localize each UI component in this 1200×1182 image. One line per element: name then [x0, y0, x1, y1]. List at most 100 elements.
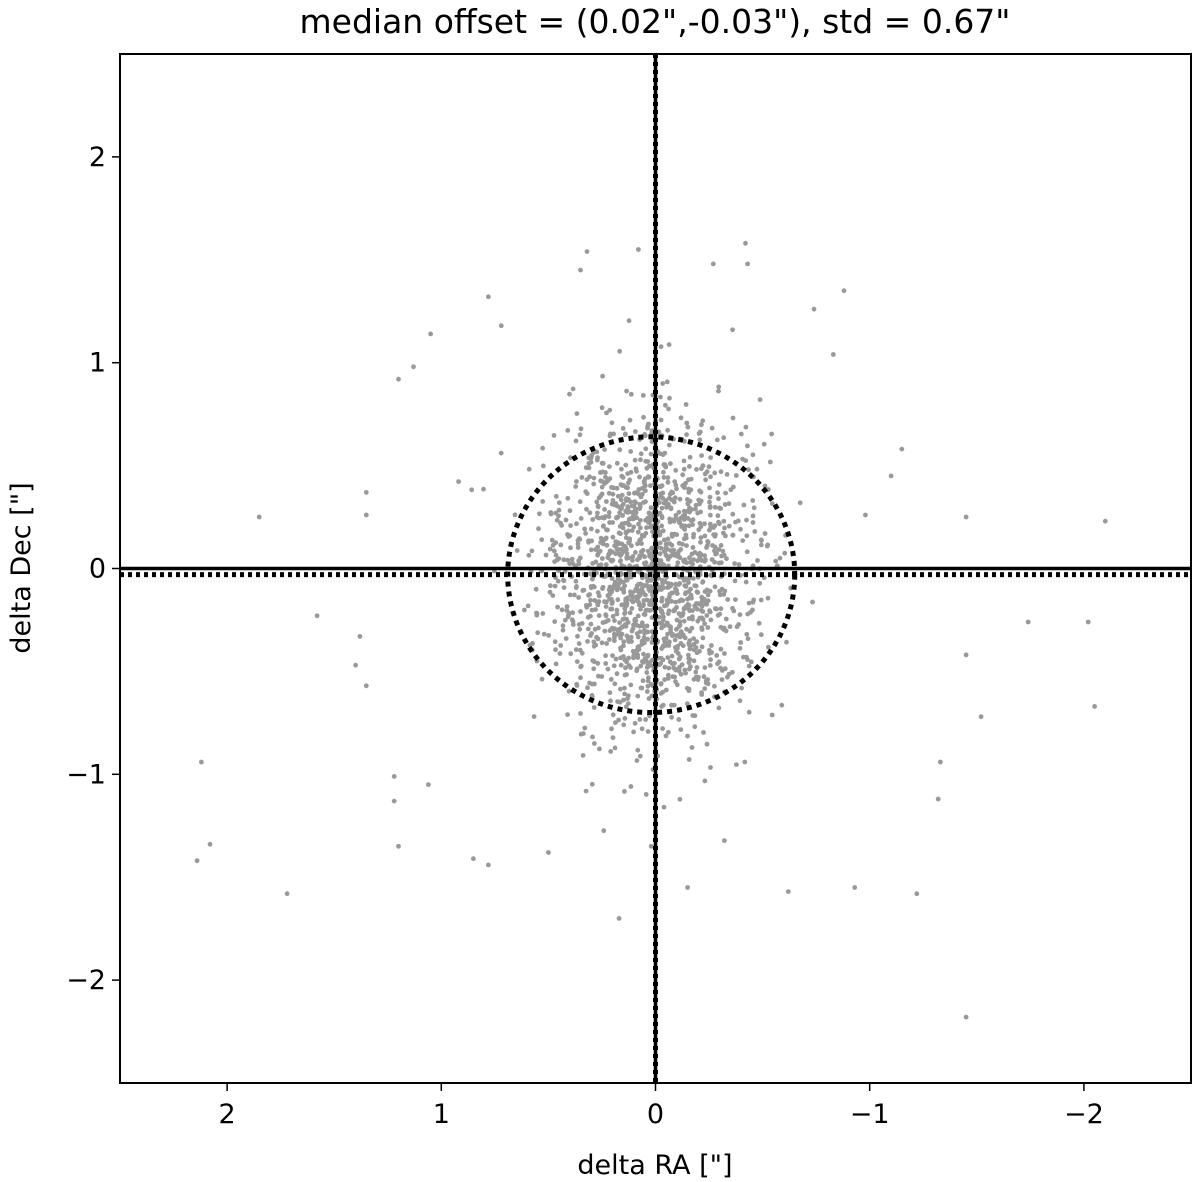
data-point [633, 429, 638, 434]
data-point [702, 778, 708, 784]
data-point [691, 531, 697, 537]
data-point [620, 426, 626, 431]
data-point [623, 462, 629, 468]
data-point [666, 729, 671, 735]
data-point [613, 656, 619, 662]
data-point [698, 535, 704, 540]
data-point [643, 792, 649, 797]
data-point [635, 655, 641, 660]
data-point [658, 344, 664, 350]
data-point [752, 529, 758, 534]
data-point [641, 533, 647, 539]
data-point [669, 702, 674, 708]
data-point [694, 606, 700, 612]
data-point [631, 653, 637, 659]
data-point [738, 526, 743, 532]
data-point [630, 558, 635, 563]
data-point [667, 491, 673, 497]
data-point [750, 498, 756, 503]
data-point [628, 682, 634, 688]
data-point [708, 765, 713, 770]
data-point [623, 598, 629, 603]
x-tick-label: −2 [1064, 1099, 1104, 1130]
data-point [619, 492, 625, 498]
data-point [583, 788, 589, 794]
data-point [758, 597, 764, 603]
data-point [811, 306, 817, 312]
data-point [644, 623, 650, 629]
data-point [481, 486, 486, 492]
data-point [740, 538, 746, 543]
data-point [590, 561, 596, 566]
data-point [636, 521, 641, 527]
data-point [588, 459, 594, 465]
data-point [603, 661, 609, 666]
data-point [673, 468, 679, 473]
data-point [540, 445, 545, 451]
data-point [723, 616, 729, 622]
data-point [561, 585, 567, 590]
data-point [709, 425, 715, 431]
data-point [636, 644, 642, 649]
data-point [610, 498, 616, 503]
data-point [551, 433, 557, 438]
data-point [700, 635, 706, 641]
data-point [667, 519, 673, 525]
data-point [525, 603, 531, 609]
data-point [687, 608, 693, 614]
data-point [659, 578, 665, 583]
data-point [658, 561, 664, 567]
data-point [676, 509, 682, 515]
data-point [553, 540, 559, 546]
data-point [624, 633, 630, 639]
data-point [681, 517, 687, 522]
data-point [702, 533, 708, 539]
data-point [702, 621, 707, 627]
data-point [614, 587, 620, 593]
data-point [589, 607, 595, 613]
data-point [674, 682, 680, 688]
data-point [708, 512, 713, 518]
data-point [606, 587, 612, 593]
data-point [603, 474, 608, 480]
x-axis-label: delta RA ["] [577, 1150, 732, 1181]
data-point [635, 613, 641, 619]
data-point [649, 602, 654, 608]
x-tick-label: −1 [850, 1099, 890, 1130]
data-point [745, 636, 751, 642]
data-point [556, 500, 562, 506]
data-point [709, 643, 714, 648]
data-point [899, 446, 905, 452]
data-point [669, 497, 674, 502]
data-point [632, 490, 637, 496]
data-point [603, 604, 609, 609]
data-point [591, 481, 597, 487]
data-point [679, 524, 684, 529]
data-point [635, 693, 641, 699]
data-point [600, 373, 605, 379]
data-point [577, 499, 583, 505]
data-point [531, 714, 537, 719]
data-point [607, 407, 613, 413]
data-point [608, 606, 614, 612]
data-point [608, 698, 613, 704]
data-point [700, 579, 706, 584]
data-point [622, 789, 627, 794]
data-point [963, 1014, 969, 1020]
data-point [629, 628, 635, 634]
data-point [701, 730, 706, 735]
data-point [619, 521, 625, 527]
data-point [660, 490, 666, 496]
data-point [546, 850, 551, 855]
data-point [660, 643, 666, 649]
data-point [684, 420, 690, 426]
data-point [745, 443, 750, 449]
data-point [603, 653, 608, 659]
data-point [565, 712, 570, 717]
y-tick-label: −1 [66, 759, 106, 790]
data-point [773, 558, 779, 564]
data-point [680, 643, 686, 649]
data-point [701, 674, 707, 680]
data-point [682, 583, 688, 588]
data-point [675, 651, 681, 656]
